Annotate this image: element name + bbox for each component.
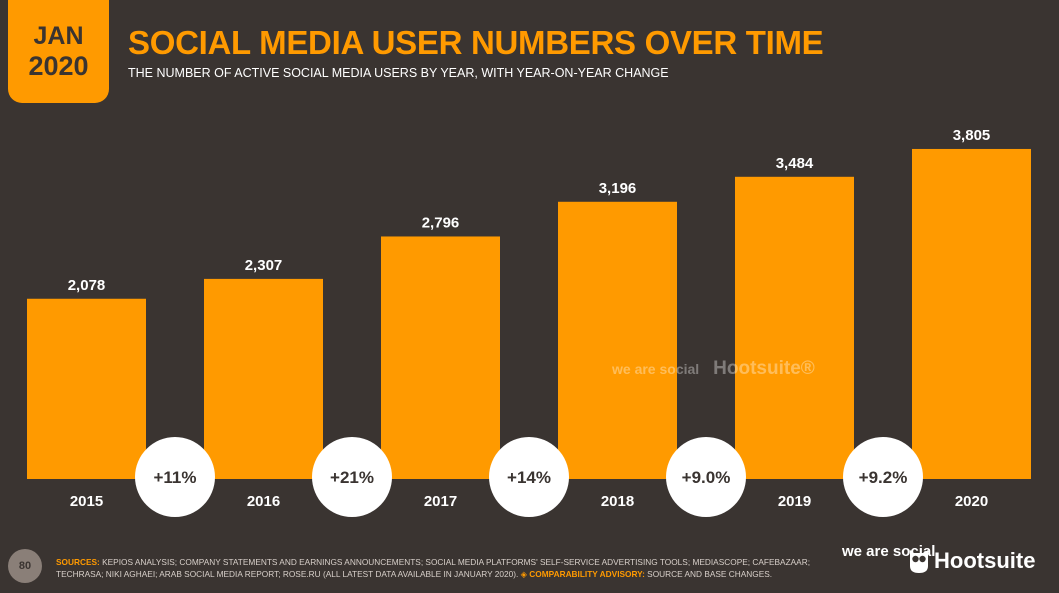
date-badge: JAN 2020 xyxy=(8,0,109,103)
category-label-2015: 2015 xyxy=(70,493,103,510)
category-label-2017: 2017 xyxy=(424,493,457,510)
value-label-2015: 2,078 xyxy=(68,277,106,294)
change-bubble-3 xyxy=(489,437,569,517)
change-bubble-2 xyxy=(312,437,392,517)
bar-chart: 2,078 2015 2,307 2016 2,796 2017 3,196 2018 3,48… xyxy=(27,127,1031,517)
watermark: we are social Hootsuite® xyxy=(612,358,815,380)
change-label-1: +11% xyxy=(153,468,196,487)
sources-text: KEPIOS ANALYSIS; COMPANY STATEMENTS AND … xyxy=(56,557,811,579)
bar-2017 xyxy=(381,236,500,479)
bar-2020 xyxy=(912,148,1031,480)
category-label-2016: 2016 xyxy=(247,493,280,510)
owl-icon xyxy=(910,550,928,573)
change-label-5: +9.2% xyxy=(859,468,908,487)
hootsuite-logo-text: Hootsuite xyxy=(934,548,1036,573)
bar-2016 xyxy=(204,278,323,479)
value-label-2017: 2,796 xyxy=(422,214,460,231)
bar-2018 xyxy=(558,201,677,479)
change-bubble-1 xyxy=(135,437,215,517)
value-label-2020: 3,805 xyxy=(953,127,991,144)
page-number: 80 xyxy=(8,549,42,583)
value-label-2018: 3,196 xyxy=(599,180,637,197)
watermark-hootsuite: Hootsuite® xyxy=(713,358,815,379)
page-title: SOCIAL MEDIA USER NUMBERS OVER TIME xyxy=(128,24,824,61)
hootsuite-logo: Hootsuite xyxy=(908,548,1035,574)
change-label-4: +9.0% xyxy=(682,468,731,487)
footer-notes: SOURCES: KEPIOS ANALYSIS; COMPANY STATEM… xyxy=(56,556,816,580)
category-label-2020: 2020 xyxy=(955,493,988,510)
change-bubble-4 xyxy=(666,437,746,517)
value-label-2019: 3,484 xyxy=(776,155,814,172)
advisory-label: ◈ COMPARABILITY ADVISORY: xyxy=(520,569,645,579)
change-label-2: +21% xyxy=(330,468,374,487)
advisory-text: SOURCE AND BASE CHANGES. xyxy=(644,569,773,579)
value-label-2016: 2,307 xyxy=(245,257,283,274)
bar-2015 xyxy=(27,298,146,479)
change-bubble-5 xyxy=(843,437,923,517)
page-subtitle: THE NUMBER OF ACTIVE SOCIAL MEDIA USERS … xyxy=(128,66,669,80)
badge-year: 2020 xyxy=(28,50,89,81)
category-label-2018: 2018 xyxy=(601,493,634,510)
change-label-3: +14% xyxy=(507,468,551,487)
watermark-we-are-social: we are social xyxy=(612,361,700,377)
category-label-2019: 2019 xyxy=(778,493,811,510)
sources-label: SOURCES: xyxy=(56,557,100,567)
bar-2019 xyxy=(735,176,854,479)
badge-month: JAN xyxy=(33,21,84,50)
